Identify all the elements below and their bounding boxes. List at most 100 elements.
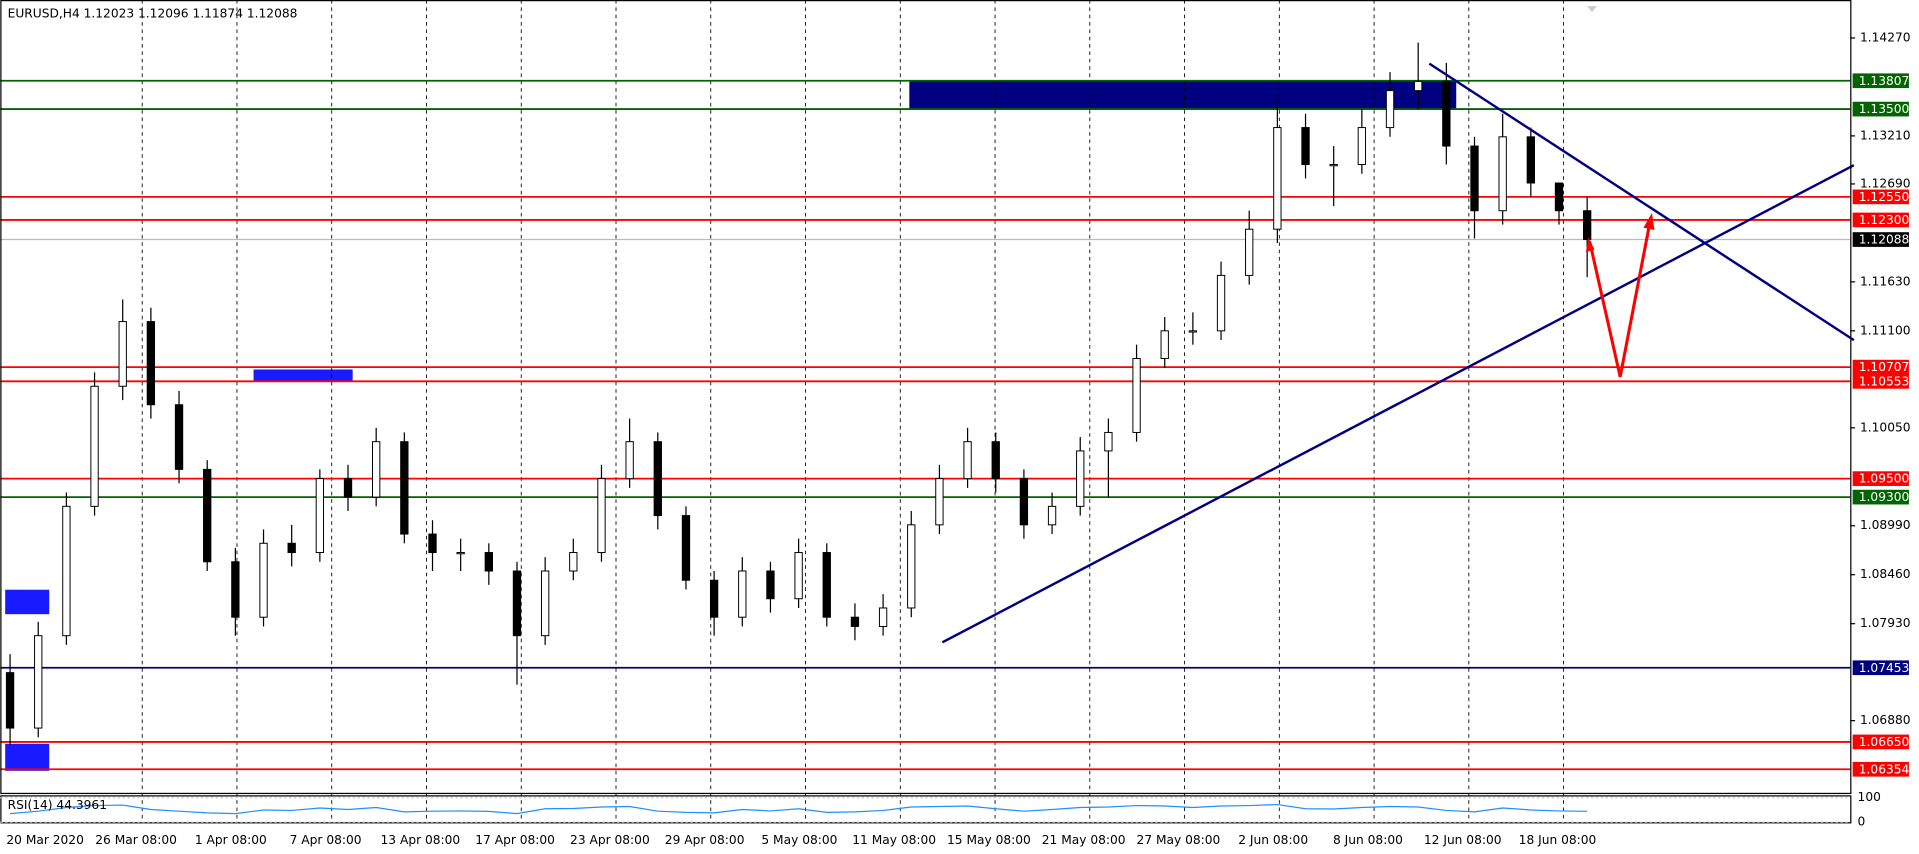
body — [62, 505, 71, 637]
body — [1104, 431, 1113, 452]
body — [1160, 330, 1169, 360]
body — [653, 441, 662, 517]
x-tick-label: 20 Mar 2020 — [6, 833, 83, 847]
price-label: 1.12088 — [1859, 233, 1910, 247]
body — [1329, 164, 1338, 167]
body — [259, 542, 268, 618]
body — [963, 441, 972, 480]
rsi-value: 44.3961 — [56, 798, 107, 812]
x-tick-label: 21 May 08:00 — [1042, 833, 1126, 847]
y-tick-label: 1.08460 — [1860, 567, 1911, 581]
body — [203, 468, 212, 563]
body — [991, 441, 1000, 480]
body — [1414, 80, 1423, 92]
body — [5, 672, 15, 729]
body — [343, 478, 353, 498]
body — [1554, 182, 1564, 212]
rsi-tick-label: 0 — [1858, 815, 1866, 829]
level-tag — [1852, 212, 1909, 228]
x-tick-label: 11 May 08:00 — [852, 833, 936, 847]
body — [907, 524, 916, 609]
x-tick-label: 29 Apr 08:00 — [665, 833, 745, 847]
body — [794, 552, 803, 600]
y-tick-label: 1.13210 — [1860, 128, 1911, 142]
zones — [5, 80, 1457, 771]
body — [1357, 127, 1367, 166]
x-tick-label: 8 Jun 08:00 — [1333, 833, 1403, 847]
zone — [253, 369, 353, 381]
symbol: EURUSD,H4 — [8, 6, 80, 20]
x-tick-label: 18 Jun 08:00 — [1519, 833, 1597, 847]
body — [878, 607, 888, 627]
arrow-head — [1585, 237, 1595, 253]
zone — [5, 589, 50, 615]
body — [231, 561, 240, 618]
level-tag — [1852, 761, 1909, 777]
x-tick-label: 26 Mar 08:00 — [95, 833, 177, 847]
y-tick-label: 1.11630 — [1860, 274, 1911, 288]
body — [428, 533, 437, 554]
y-tick-label: 1.07930 — [1860, 616, 1911, 630]
body — [146, 321, 156, 406]
level-tag — [1852, 101, 1909, 117]
body — [456, 552, 465, 555]
body — [1273, 127, 1282, 230]
body — [512, 570, 522, 637]
level-label: 1.06650 — [1859, 735, 1910, 749]
level-tag — [1852, 734, 1909, 750]
x-tick-label: 27 May 08:00 — [1137, 833, 1221, 847]
body — [1132, 358, 1141, 433]
arrow-head — [1643, 212, 1655, 231]
body — [1385, 90, 1395, 129]
candles — [5, 42, 1592, 745]
body — [935, 478, 944, 526]
x-tick-label: 23 Apr 08:00 — [570, 833, 650, 847]
level-tag — [1852, 359, 1909, 375]
rsi-name: RSI(14) — [8, 798, 53, 812]
x-tick-label: 17 Apr 08:00 — [475, 833, 555, 847]
level-label: 1.10553 — [1859, 374, 1910, 388]
body — [766, 570, 775, 600]
body — [1582, 210, 1592, 241]
projection-arrow — [1588, 217, 1653, 378]
x-tick-label: 13 Apr 08:00 — [381, 833, 461, 847]
level-tag — [1852, 73, 1909, 89]
trend-line — [941, 164, 1855, 644]
header: EURUSD,H4 1.12023 1.12096 1.11874 1.1208… — [8, 6, 298, 20]
body — [315, 478, 325, 554]
body — [484, 552, 493, 572]
body — [625, 441, 634, 480]
body — [540, 570, 550, 637]
body — [1498, 136, 1507, 212]
x-tick-label: 5 May 08:00 — [761, 833, 837, 847]
level-tag — [1852, 374, 1909, 389]
body — [1470, 145, 1479, 212]
body — [174, 404, 184, 470]
level-label: 1.12550 — [1859, 190, 1910, 204]
body — [569, 552, 578, 572]
body — [1019, 478, 1029, 526]
x-tick-label: 7 Apr 08:00 — [290, 833, 362, 847]
open-value: 1.12023 — [84, 6, 135, 20]
body — [1526, 136, 1535, 184]
grid — [141, 0, 1565, 823]
body — [1301, 127, 1310, 166]
level-label: 1.06354 — [1859, 762, 1910, 776]
shift-marker — [1587, 6, 1597, 13]
x-tick-label: 1 Apr 08:00 — [195, 833, 267, 847]
body — [850, 616, 860, 627]
body — [1442, 80, 1451, 147]
body — [34, 635, 43, 729]
body — [709, 579, 719, 618]
y-tick-label: 1.06880 — [1860, 713, 1911, 727]
level-tag — [1852, 489, 1909, 505]
y-tick-label: 1.10050 — [1860, 420, 1911, 434]
level-tag — [1852, 660, 1909, 676]
y-tick-label: 1.12690 — [1860, 176, 1911, 190]
body — [400, 441, 409, 535]
rsi-label: RSI(14) 44.3961 — [8, 798, 107, 812]
x-tick-label: 15 May 08:00 — [947, 833, 1031, 847]
levels — [0, 79, 1851, 771]
drawings — [941, 62, 1855, 644]
body — [1188, 330, 1198, 333]
